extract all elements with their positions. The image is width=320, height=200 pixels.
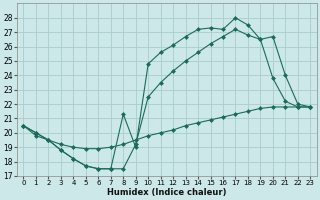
X-axis label: Humidex (Indice chaleur): Humidex (Indice chaleur) [107,188,227,197]
